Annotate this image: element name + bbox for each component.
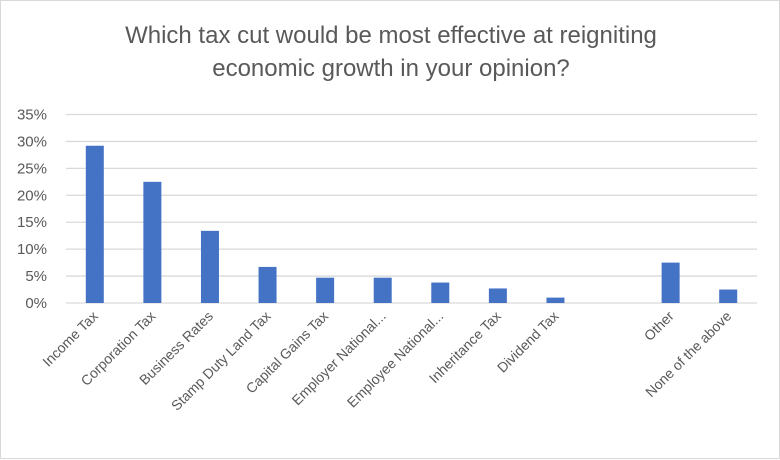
bar	[143, 181, 162, 303]
y-tick-label: 5%	[25, 268, 47, 285]
y-tick-label: 0%	[25, 295, 47, 312]
bar	[258, 266, 277, 303]
y-tick-label: 15%	[17, 214, 47, 231]
x-tick-label: Employer National...	[288, 308, 388, 408]
bar	[661, 262, 680, 303]
y-tick-label: 25%	[17, 160, 47, 177]
bar	[200, 230, 219, 303]
y-tick-label: 30%	[17, 133, 47, 150]
bar	[431, 282, 450, 303]
bar	[316, 277, 335, 303]
bar	[488, 288, 507, 303]
bar	[719, 289, 738, 303]
x-tick-label: Stamp Duty Land Tax	[168, 308, 274, 414]
x-tick-label: Employee National...	[344, 308, 447, 411]
chart-title-line: economic growth in your opinion?	[212, 55, 570, 82]
y-tick-label: 20%	[17, 187, 47, 204]
x-tick-label: Dividend Tax	[494, 308, 562, 376]
y-tick-label: 10%	[17, 241, 47, 258]
chart-title: Which tax cut would be most effective at…	[1, 19, 780, 85]
x-tick-label: Income Tax	[39, 308, 101, 370]
y-tick-label: 35%	[17, 107, 47, 124]
x-tick-label: Other	[641, 308, 677, 344]
bar	[85, 145, 104, 303]
bar	[546, 297, 565, 303]
bar	[373, 277, 392, 303]
chart-title-line: Which tax cut would be most effective at…	[125, 22, 657, 49]
